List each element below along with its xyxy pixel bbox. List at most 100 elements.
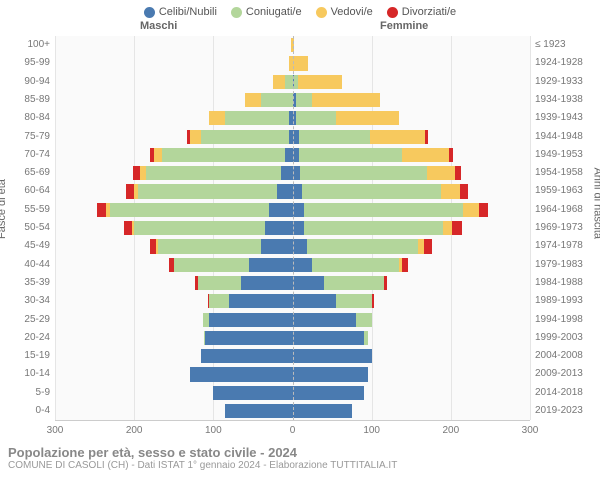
bar-segment-cel <box>293 166 301 180</box>
bar-segment-con <box>225 111 288 125</box>
bar-segment-cel <box>261 239 293 253</box>
legend: Celibi/NubiliConiugati/eVedovi/eDivorzia… <box>0 0 600 20</box>
x-tick: 100 <box>363 425 380 436</box>
bar-segment-con <box>299 130 370 144</box>
female-bar <box>293 386 364 400</box>
bar-segment-con <box>138 184 277 198</box>
bar-segment-con <box>336 294 372 308</box>
bar-segment-con <box>134 221 265 235</box>
bar-segment-con <box>300 166 427 180</box>
female-bar <box>293 276 388 290</box>
bar-segment-cel <box>285 148 293 162</box>
bar-segment-con <box>198 276 242 290</box>
birth-year-label: 1994-1998 <box>530 311 583 329</box>
bar-segment-ved <box>463 203 479 217</box>
birth-year-label: 2019-2023 <box>530 402 583 420</box>
birth-year-label: 1944-1948 <box>530 128 583 146</box>
bar-segment-div <box>479 203 489 217</box>
male-bar <box>169 258 292 272</box>
bar-segment-ved <box>312 93 379 107</box>
bar-segment-cel <box>293 367 368 381</box>
age-label: 55-59 <box>24 201 55 219</box>
bar-segment-div <box>424 239 432 253</box>
bar-segment-ved <box>298 75 342 89</box>
birth-year-label: 1954-1958 <box>530 164 583 182</box>
female-bar <box>293 349 372 363</box>
bar-segment-ved <box>209 111 225 125</box>
legend-swatch <box>231 7 242 18</box>
age-label: 95-99 <box>24 54 55 72</box>
bar-segment-con <box>296 93 312 107</box>
female-bar <box>293 93 380 107</box>
male-bar <box>150 239 292 253</box>
bar-segment-cel <box>293 203 305 217</box>
bar-segment-cel <box>225 404 292 418</box>
age-label: 30-34 <box>24 292 55 310</box>
footer-title: Popolazione per età, sesso e stato civil… <box>8 445 592 460</box>
bar-segment-con <box>201 130 288 144</box>
legend-swatch <box>316 7 327 18</box>
bar-segment-cel <box>293 221 305 235</box>
male-bar <box>126 184 292 198</box>
birth-year-label: 1984-1988 <box>530 274 583 292</box>
legend-swatch <box>144 7 155 18</box>
male-bar <box>225 404 292 418</box>
female-bar <box>293 258 409 272</box>
age-label: 0-4 <box>36 402 55 420</box>
male-bar <box>208 294 293 308</box>
birth-year-label: 1934-1938 <box>530 91 583 109</box>
age-label: 90-94 <box>24 73 55 91</box>
birth-year-label: 1974-1978 <box>530 237 583 255</box>
age-label: 10-14 <box>24 365 55 383</box>
birth-year-label: 1949-1953 <box>530 146 583 164</box>
female-bar <box>293 331 368 345</box>
x-tick: 300 <box>522 425 539 436</box>
birth-year-label: 2009-2013 <box>530 365 583 383</box>
female-bar <box>293 404 352 418</box>
age-label: 5-9 <box>36 384 55 402</box>
bar-segment-con <box>299 148 402 162</box>
age-label: 35-39 <box>24 274 55 292</box>
male-bar <box>245 93 292 107</box>
bar-segment-con <box>302 184 441 198</box>
male-bar <box>150 148 292 162</box>
male-bar <box>201 349 292 363</box>
x-tick: 200 <box>126 425 143 436</box>
header-female: Femmine <box>380 20 428 32</box>
legend-label: Vedovi/e <box>331 6 373 18</box>
bar-segment-cel <box>293 294 337 308</box>
x-axis: 3002001000100200300 <box>55 421 530 441</box>
age-label: 65-69 <box>24 164 55 182</box>
bar-segment-cel <box>205 331 292 345</box>
bar-segment-ved <box>273 75 285 89</box>
legend-swatch <box>387 7 398 18</box>
bar-segment-con <box>356 313 372 327</box>
bar-segment-div <box>372 294 374 308</box>
bar-segment-con <box>158 239 261 253</box>
male-bar <box>124 221 293 235</box>
age-label: 60-64 <box>24 182 55 200</box>
bar-segment-cel <box>293 386 364 400</box>
bar-segment-ved <box>370 130 425 144</box>
age-label: 85-89 <box>24 91 55 109</box>
bar-segment-div <box>455 166 461 180</box>
x-tick: 0 <box>290 425 296 436</box>
bar-segment-cel <box>293 331 364 345</box>
bar-segment-con <box>304 221 443 235</box>
bar-segment-cel <box>277 184 293 198</box>
header-male: Maschi <box>140 20 177 32</box>
female-bar <box>293 313 372 327</box>
age-label: 70-74 <box>24 146 55 164</box>
footer-sub: COMUNE DI CASOLI (CH) - Dati ISTAT 1° ge… <box>8 460 592 471</box>
age-label: 20-24 <box>24 329 55 347</box>
female-bar <box>293 166 462 180</box>
bar-segment-cel <box>213 386 292 400</box>
female-bar <box>293 111 400 125</box>
age-label: 25-29 <box>24 311 55 329</box>
center-line <box>293 36 294 420</box>
bar-segment-div <box>384 276 388 290</box>
bar-segment-ved <box>245 93 261 107</box>
footer: Popolazione per età, sesso e stato civil… <box>0 441 600 471</box>
bar-segment-con <box>146 166 281 180</box>
bar-segment-cel <box>293 404 352 418</box>
